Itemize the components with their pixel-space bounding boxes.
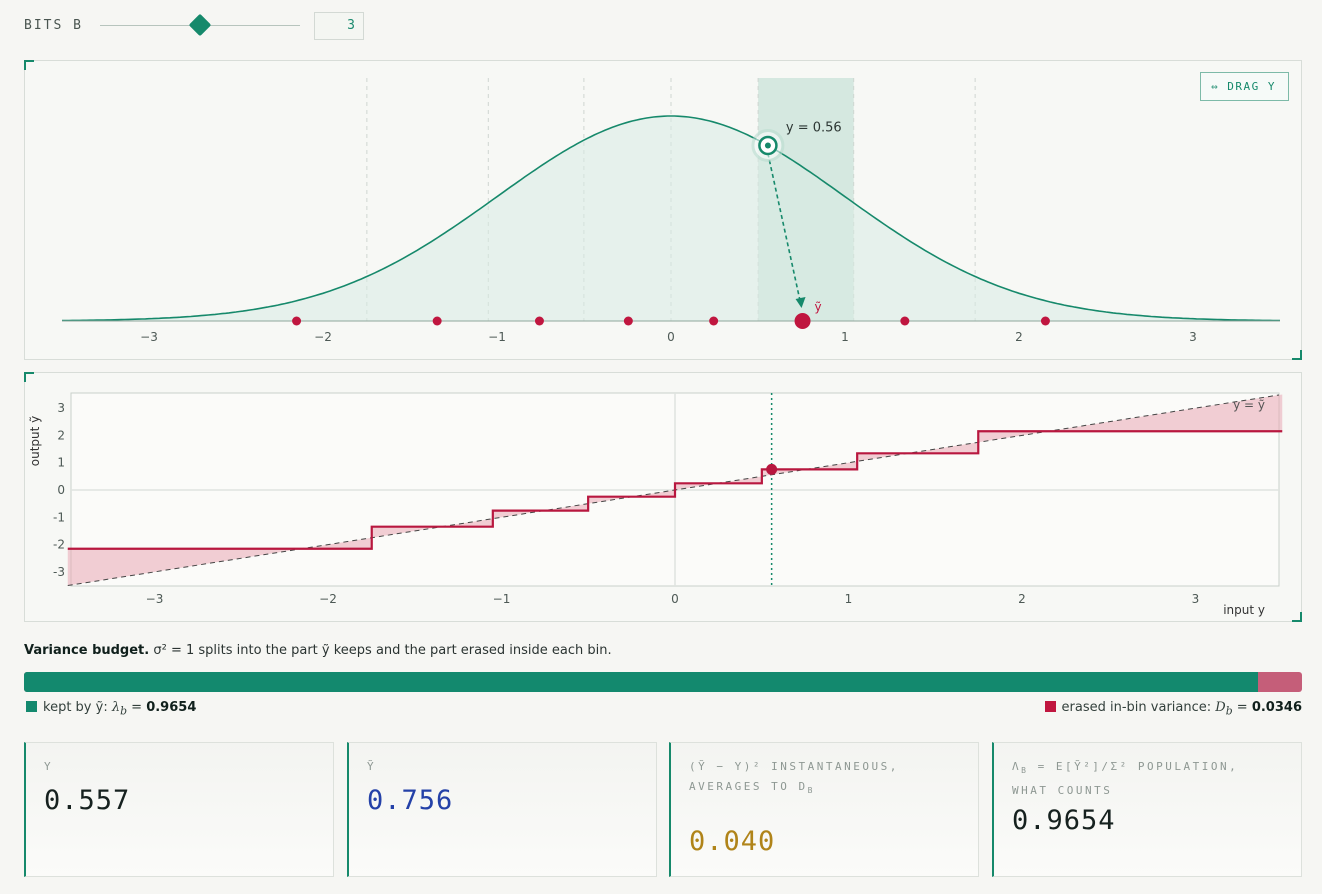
bits-control: BITS B 3 xyxy=(24,12,384,40)
x-tick-label: 3 xyxy=(1192,592,1200,606)
quantizer-panel: y = ỹ −3 −2 −1 0 1 2 3 3 2 1 0 -1 -2 -3 input y output ỹ xyxy=(24,372,1302,622)
density-area xyxy=(62,116,1280,321)
quantizer-chart[interactable]: y = ỹ −3 −2 −1 0 1 2 3 3 2 1 0 -1 -2 -3 input y output ỹ xyxy=(25,373,1301,621)
x-tick-label: 2 xyxy=(1018,592,1026,606)
card-error: (Ỹ − Y)² INSTANTANEOUS, AVERAGES TO DB 0… xyxy=(669,742,979,877)
quantize-arrow xyxy=(767,153,802,304)
card-y-tilde: Ỹ 0.756 xyxy=(347,742,657,877)
erased-value: 0.0346 xyxy=(1251,700,1302,715)
x-axis-label: input y xyxy=(1223,603,1265,617)
x-tick-label: 2 xyxy=(1015,330,1023,344)
quantizer-step-line xyxy=(67,430,1283,550)
kept-value: 0.9654 xyxy=(146,700,197,715)
erased-symbol: D xyxy=(1215,700,1226,715)
card-lambda-label: ΛB = E[Ỹ²]/Σ² POPULATION, WHAT COUNTS xyxy=(1012,757,1282,801)
identity-label: y = ỹ xyxy=(1233,398,1265,412)
variance-title: Variance budget. xyxy=(24,643,150,658)
bits-label: BITS B xyxy=(24,18,83,33)
x-tick-label: 1 xyxy=(845,592,853,606)
card-y-value: 0.557 xyxy=(44,785,131,816)
level-dot xyxy=(432,316,442,326)
x-tick-label: −2 xyxy=(319,592,337,606)
panel-corner xyxy=(1292,350,1302,360)
card-y-label: Y xyxy=(44,760,54,773)
kept-symbol-sub: b xyxy=(120,704,128,718)
variance-bar xyxy=(24,672,1302,692)
y-tick-label: 1 xyxy=(57,456,65,470)
erased-swatch xyxy=(1044,701,1056,712)
kept-symbol: λ xyxy=(111,700,121,715)
y-tick-label: 0 xyxy=(57,483,65,497)
card-y: Y 0.557 xyxy=(24,742,334,877)
x-tick-label: 0 xyxy=(667,330,675,344)
kept-legend-label: kept by ỹ: xyxy=(43,700,108,715)
level-dot xyxy=(534,316,544,326)
density-chart[interactable]: −3 −2 −1 0 1 2 3 ỹ y = 0.56 xyxy=(25,61,1301,359)
x-tick-label: −3 xyxy=(140,330,158,344)
variance-kept-fill xyxy=(24,672,1258,692)
x-tick-label: −2 xyxy=(314,330,332,344)
card-lambda-label-text: = E[Ỹ²]/Σ² POPULATION, WHAT COUNTS xyxy=(1012,760,1239,798)
x-tick-label: 0 xyxy=(671,592,679,606)
y-tick-label: -1 xyxy=(53,510,65,524)
card-lambda-value: 0.9654 xyxy=(1012,805,1116,836)
density-panel: −3 −2 −1 0 1 2 3 ỹ y = 0.56 ⇔ DRAG Y xyxy=(24,60,1302,360)
kept-legend: kept by ỹ: λb = 0.9654 xyxy=(26,700,196,718)
x-tick-label: −1 xyxy=(493,592,511,606)
variance-heading: Variance budget. σ² = 1 splits into the … xyxy=(24,643,612,658)
y-tick-label: -2 xyxy=(53,538,65,552)
quantized-dot xyxy=(794,313,811,329)
y-tick-label: -3 xyxy=(53,565,65,579)
card-error-value: 0.040 xyxy=(689,826,776,857)
y-axis-label: output ỹ xyxy=(28,416,42,467)
card-error-label: (Ỹ − Y)² INSTANTANEOUS, AVERAGES TO DB xyxy=(689,757,959,801)
drag-point-center xyxy=(764,142,771,149)
arrow-head xyxy=(795,297,806,308)
card-y-tilde-label: Ỹ xyxy=(367,760,377,773)
card-lambda-symbol: Λ xyxy=(1012,760,1022,773)
level-dot xyxy=(1040,316,1050,326)
drag-y-button[interactable]: ⇔ DRAG Y xyxy=(1200,72,1289,101)
variance-subtitle: σ² = 1 splits into the part ỹ keeps and … xyxy=(153,643,612,658)
x-tick-label: −3 xyxy=(146,592,164,606)
card-y-tilde-value: 0.756 xyxy=(367,785,454,816)
bits-slider-thumb[interactable] xyxy=(188,13,212,37)
y-tick-label: 2 xyxy=(57,428,65,442)
quantized-label: ỹ xyxy=(815,300,822,314)
density-curve xyxy=(61,115,1281,322)
level-dot xyxy=(900,316,910,326)
panel-corner xyxy=(1292,612,1302,622)
level-dot xyxy=(292,316,302,326)
erased-symbol-sub: b xyxy=(1225,704,1233,718)
card-error-label-sub: B xyxy=(807,786,815,796)
x-tick-label: −1 xyxy=(488,330,506,344)
panel-corner xyxy=(24,60,34,70)
y-tick-label: 3 xyxy=(57,401,65,415)
level-dot xyxy=(709,316,719,326)
identity-line xyxy=(67,394,1280,587)
error-region xyxy=(761,461,858,477)
kept-swatch xyxy=(26,701,37,712)
output-point xyxy=(766,463,778,475)
erased-legend: erased in-bin variance: Db = 0.0346 xyxy=(1044,700,1302,718)
x-tick-label: 3 xyxy=(1189,330,1197,344)
card-error-label-text: (Ỹ − Y)² INSTANTANEOUS, AVERAGES TO D xyxy=(689,760,899,793)
level-dot xyxy=(623,316,633,326)
card-lambda: ΛB = E[Ỹ²]/Σ² POPULATION, WHAT COUNTS 0.… xyxy=(992,742,1302,877)
x-tick-label: 1 xyxy=(841,330,849,344)
card-lambda-sub: B xyxy=(1021,766,1029,776)
bits-value-input[interactable]: 3 xyxy=(314,12,364,40)
panel-corner xyxy=(24,372,34,382)
point-value-label: y = 0.56 xyxy=(786,120,842,135)
erased-legend-label: erased in-bin variance: xyxy=(1061,700,1212,715)
